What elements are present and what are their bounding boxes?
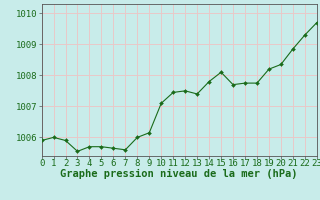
X-axis label: Graphe pression niveau de la mer (hPa): Graphe pression niveau de la mer (hPa) (60, 169, 298, 179)
